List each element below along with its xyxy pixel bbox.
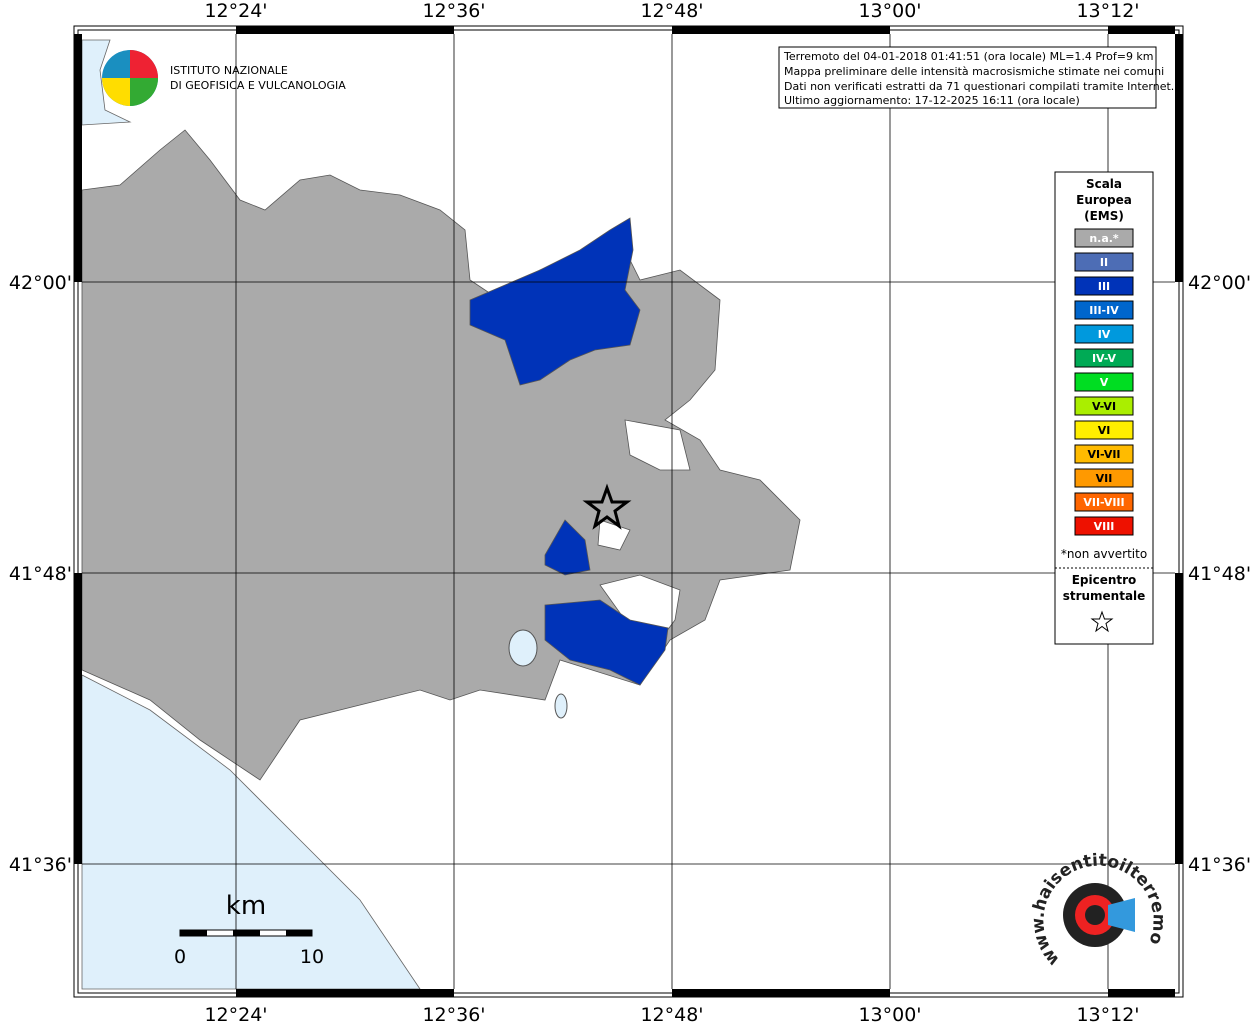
legend-label: V-VI [1092,400,1116,413]
y-label: 41°48' [9,563,72,585]
info-line: Dati non verificati estratti da 71 quest… [784,80,1174,93]
y-label: 41°36' [9,854,72,876]
ingv-logo: ISTITUTO NAZIONALE DI GEOFISICA E VULCAN… [102,50,346,106]
legend-label: VI-VII [1087,448,1120,461]
legend: Scala Europea (EMS) *non avvertito Epice… [1054,171,1154,645]
x-label: 12°48' [640,1004,703,1024]
legend-swatch [1074,444,1134,464]
scale-tick: 10 [300,946,324,968]
info-box: Terremoto del 04-01-2018 01:41:51 (ora l… [778,46,1174,109]
scale-bar: km 0 10 [174,891,324,968]
legend-label: III-IV [1089,304,1119,317]
legend-swatch [1074,492,1134,512]
legend-note: *non avvertito [1061,547,1147,561]
map-area [81,34,1175,990]
legend-label: III [1098,280,1110,293]
legend-swatch [1074,372,1134,392]
x-label: 12°24' [204,0,267,22]
legend-swatch [1074,276,1134,296]
legend-swatch [1074,348,1134,368]
x-label: 12°36' [422,0,485,22]
lake [554,693,568,719]
intensity-area [544,519,591,576]
legend-label: IV-V [1092,352,1117,365]
legend-swatch [1074,396,1134,416]
y-label: 42°00' [9,272,72,294]
y-label: 41°36' [1188,854,1251,876]
unsurveyed-area [624,419,691,471]
x-label: 13°12' [1076,0,1139,22]
lake [508,629,538,667]
legend-label: n.a.* [1089,232,1119,245]
info-line: Ultimo aggiornamento: 17-12-2025 16:11 (… [784,94,1080,107]
x-label: 12°36' [422,1004,485,1024]
intensity-area [544,599,669,686]
legend-label: VIII [1094,520,1115,533]
legend-swatch [1074,420,1134,440]
frame [73,25,1184,998]
legend-swatch [1074,324,1134,344]
legend-title: Europea [1076,193,1132,207]
x-label: 12°48' [640,0,703,22]
y-label: 41°48' [1188,563,1251,585]
epicenter-star [582,483,632,530]
legend-swatch [1074,516,1134,536]
legend-swatch [1074,252,1134,272]
x-label: 12°24' [204,1004,267,1024]
info-line: Terremoto del 04-01-2018 01:41:51 (ora l… [783,50,1154,63]
scale-unit: km [226,891,266,921]
legend-label: IV [1098,328,1111,341]
sea [81,674,421,990]
y-label: 42°00' [1188,272,1251,294]
x-label: 13°00' [858,1004,921,1024]
legend-label: VII [1096,472,1113,485]
legend-label: II [1100,256,1108,269]
legend-swatch [1074,468,1134,488]
legend-epicenter: strumentale [1063,589,1146,603]
info-line: Mappa preliminare delle intensità macros… [784,65,1164,78]
legend-title: (EMS) [1084,209,1124,223]
logo-text: ISTITUTO NAZIONALE [170,64,288,77]
scale-tick: 0 [174,946,186,968]
legend-title: Scala [1086,177,1122,191]
logo-text: DI GEOFISICA E VULCANOLOGIA [170,79,346,92]
legend-label: V [1100,376,1109,389]
legend-swatch [1074,300,1134,320]
x-label: 13°12' [1076,1004,1139,1024]
x-label: 13°00' [858,0,921,22]
legend-epicenter: Epicentro [1072,573,1137,587]
legend-label: VII-VIII [1083,496,1124,509]
intensity-area [469,217,641,386]
legend-label: VI [1098,424,1111,437]
legend-swatch [1074,228,1134,248]
